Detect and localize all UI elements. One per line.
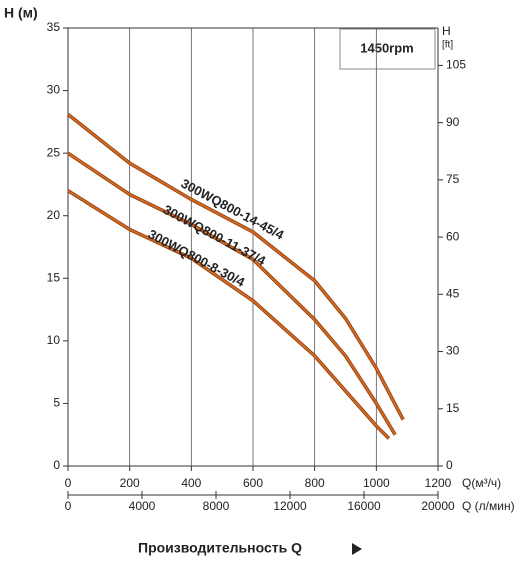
x2-tick-label: 16000	[347, 499, 381, 513]
y-tick-label: 10	[47, 333, 61, 347]
x2-tick-label: 8000	[203, 499, 230, 513]
x2-tick-label: 20000	[421, 499, 455, 513]
x-tick-label: 400	[181, 476, 201, 490]
y-tick-label: 20	[47, 208, 61, 222]
arrow	[352, 543, 362, 555]
y2-axis-label: H	[442, 24, 451, 38]
y2-axis-unit: [ft]	[442, 40, 453, 51]
x-tick-label: 600	[243, 476, 263, 490]
y2-tick-label: 30	[446, 344, 460, 358]
x-tick-label: 200	[120, 476, 140, 490]
x-tick-label: 1000	[363, 476, 390, 490]
y2-tick-label: 45	[446, 286, 460, 300]
curve	[67, 113, 405, 421]
y2-tick-label: 90	[446, 115, 460, 129]
x2-tick-label: 0	[65, 499, 72, 513]
y-axis-label: H (м)	[4, 5, 38, 21]
y-tick-label: 15	[47, 270, 61, 284]
curve-outline	[66, 112, 405, 421]
rpm-label: 1450rpm	[360, 40, 413, 55]
x-tick-label: 0	[65, 476, 72, 490]
x2-axis-label: Q (л/мин)	[462, 499, 515, 513]
x-axis-label: Q(м³/ч)	[462, 476, 501, 490]
y2-tick-label: 15	[446, 401, 460, 415]
y-tick-label: 5	[53, 396, 60, 410]
curve	[67, 152, 396, 436]
bottom-label: Производительность Q	[138, 540, 302, 556]
x-tick-label: 800	[305, 476, 325, 490]
y-tick-label: 30	[47, 83, 61, 97]
y2-tick-label: 105	[446, 58, 466, 72]
y-tick-label: 0	[53, 458, 60, 472]
y-tick-label: 25	[47, 145, 61, 159]
curve	[67, 189, 390, 440]
y2-tick-label: 60	[446, 229, 460, 243]
rpm-box	[339, 28, 436, 70]
y2-tick-label: 75	[446, 172, 460, 186]
y2-tick-label: 0	[446, 458, 453, 472]
y-tick-label: 35	[47, 20, 61, 34]
x2-tick-label: 12000	[273, 499, 307, 513]
x2-tick-label: 4000	[129, 499, 156, 513]
x-tick-label: 1200	[425, 476, 452, 490]
